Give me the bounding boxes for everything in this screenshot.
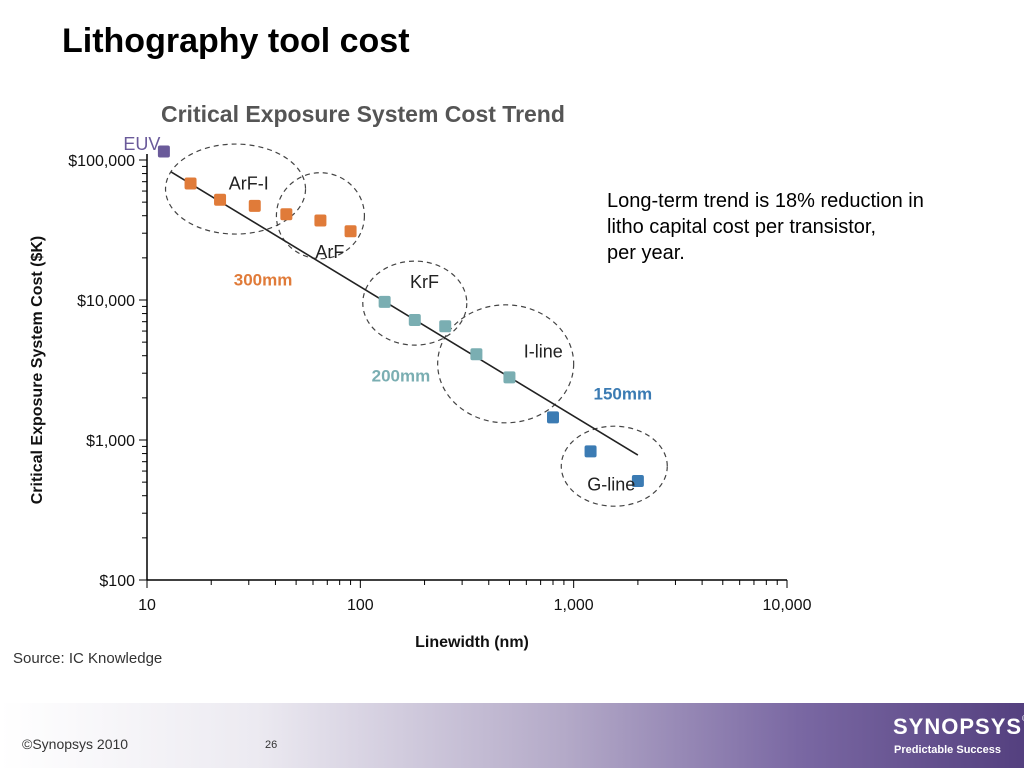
x-tick-label: 1,000 [554, 597, 594, 614]
data-point [248, 199, 261, 212]
group-ellipse [560, 425, 668, 507]
annotation-label: 150mm [594, 384, 653, 403]
data-points [157, 145, 644, 487]
group-ellipse [164, 143, 307, 235]
trend-note-line: Long-term trend is 18% reduction in [607, 190, 924, 212]
annotation-label: EUV [123, 134, 160, 154]
annotation-label: KrF [410, 272, 439, 292]
copyright-text: ©Synopsys 2010 [22, 736, 129, 752]
trend-note-line: litho capital cost per transistor, [607, 216, 877, 238]
data-point [470, 348, 483, 361]
trend-line-group [170, 171, 639, 456]
group-ellipse [275, 172, 366, 260]
data-point [157, 145, 170, 158]
trend-note: Long-term trend is 18% reduction in lith… [607, 188, 1017, 266]
group-ellipse [437, 304, 575, 424]
y-axis-label: Critical Exposure System Cost ($K) [29, 236, 46, 505]
chart-axes: 10 100 1,000 10,000 $100 $1,000 $10,000 $100,00… [68, 153, 811, 614]
y-tick-label: $10,000 [77, 293, 135, 310]
x-tick-label: 10 [138, 597, 156, 614]
data-point [631, 474, 644, 487]
x-tick-label: 100 [347, 597, 374, 614]
data-point [546, 411, 559, 424]
y-tick-label: $100,000 [68, 153, 135, 170]
data-point [439, 320, 452, 333]
trend-line [170, 171, 639, 456]
annotation-labels: EUV ArF-I ArF 300mm KrF 200mm I-line 150mm G-lin… [123, 134, 652, 495]
synopsys-logo: SYNOPSYS® [893, 714, 1024, 739]
page-number: 26 [265, 739, 278, 751]
data-point [344, 225, 357, 238]
chart-title: Critical Exposure System Cost Trend [161, 101, 565, 127]
data-point [314, 214, 327, 227]
footer-bar [0, 703, 1024, 768]
group-ellipse [362, 260, 468, 346]
trend-note-line: per year. [607, 242, 685, 264]
data-point [584, 445, 597, 458]
annotation-label: 200mm [372, 366, 431, 385]
data-point [280, 208, 293, 221]
slide-title: Lithography tool cost [62, 22, 410, 60]
source-credit: Source: IC Knowledge [13, 650, 163, 667]
annotation-label: I-line [524, 341, 563, 361]
data-point [184, 177, 197, 190]
data-point [214, 193, 227, 206]
data-point [378, 295, 391, 308]
annotation-label: G-line [587, 475, 635, 495]
y-tick-label: $1,000 [86, 433, 135, 450]
data-point [408, 313, 421, 326]
y-tick-label: $100 [99, 573, 135, 590]
group-ellipses [164, 143, 668, 507]
logo-tagline: Predictable Success [894, 744, 1002, 756]
annotation-label: ArF [315, 242, 344, 262]
annotation-label: ArF-I [229, 173, 269, 193]
x-tick-label: 10,000 [763, 597, 812, 614]
annotation-label: 300mm [234, 271, 293, 290]
x-axis-label: Linewidth (nm) [415, 634, 529, 651]
data-point [503, 371, 516, 384]
cost-trend-chart: Critical Exposure System Cost Trend 10 10… [29, 101, 812, 651]
